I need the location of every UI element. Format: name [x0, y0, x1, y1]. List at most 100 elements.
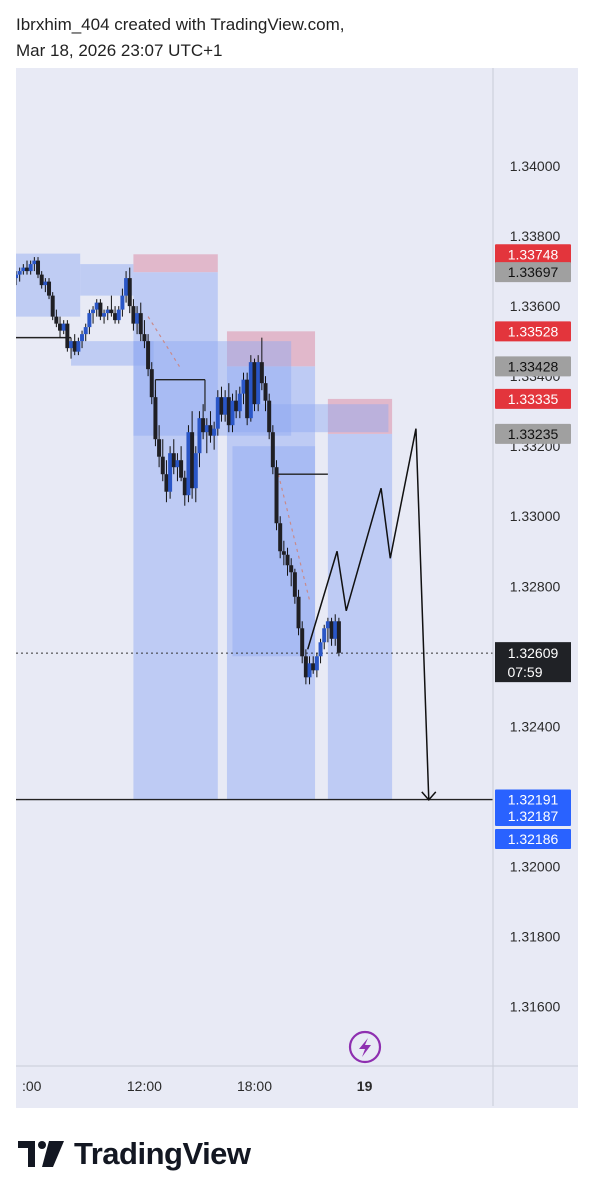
- price-label-7: 1.32187: [508, 808, 559, 824]
- candle-15: [69, 341, 74, 349]
- candle-5: [32, 260, 37, 265]
- price-label-bg-7: [495, 806, 571, 826]
- candle-27: [113, 313, 118, 321]
- dashed-trend-line-1: [277, 474, 311, 601]
- price-label-bg-5: [495, 423, 571, 444]
- candle-23: [98, 302, 103, 317]
- candle-17: [76, 341, 81, 352]
- candle-38: [153, 397, 158, 440]
- candle-72: [278, 523, 283, 552]
- candle-70: [270, 432, 275, 468]
- candle-57: [223, 397, 228, 415]
- author-line: Ibrxhim_404 created with TradingView.com…: [16, 15, 345, 34]
- candle-43: [171, 453, 176, 468]
- y-tick-label: 1.32800: [510, 578, 561, 594]
- price-label-8: 1.32186: [508, 831, 559, 847]
- candle-64: [248, 362, 253, 419]
- y-tick-label: 1.32000: [510, 858, 561, 874]
- current-price-label: 1.32609: [508, 645, 559, 661]
- candle-39: [157, 439, 162, 457]
- candle-78: [300, 628, 305, 657]
- candle-34: [138, 313, 143, 335]
- candle-52: [204, 425, 209, 433]
- candle-8: [43, 281, 48, 286]
- candle-48: [190, 432, 195, 489]
- candle-21: [91, 309, 96, 314]
- candle-65: [252, 362, 257, 405]
- candle-13: [61, 323, 66, 331]
- price-label-1: 1.33697: [508, 264, 559, 280]
- candle-7: [39, 274, 44, 286]
- candle-40: [160, 456, 165, 475]
- candle-30: [124, 278, 129, 296]
- candle-3: [25, 267, 30, 272]
- price-label-bg-8: [495, 829, 571, 849]
- current-price-box: [495, 642, 571, 683]
- candle-14: [65, 323, 70, 349]
- price-label-6: 1.32191: [508, 792, 559, 808]
- candle-83: [318, 642, 323, 657]
- y-tick-label: 1.34000: [510, 158, 561, 174]
- candle-66: [256, 362, 261, 405]
- candle-18: [80, 334, 85, 342]
- price-label-5: 1.33235: [508, 426, 559, 442]
- candle-12: [58, 323, 63, 331]
- chart-header: Ibrxhim_404 created with TradingView.com…: [16, 12, 345, 64]
- zone-rect-4: [226, 404, 389, 433]
- countdown-label: 07:59: [507, 664, 542, 680]
- candle-82: [314, 656, 319, 671]
- lightning-icon-ring: [348, 1030, 382, 1064]
- y-tick-label: 1.33800: [510, 228, 561, 244]
- x-tick-label: 18:00: [237, 1078, 272, 1094]
- candle-2: [21, 267, 26, 272]
- candle-61: [237, 393, 242, 412]
- y-tick-label: 1.31800: [510, 928, 561, 944]
- x-tick-label: 12:00: [127, 1078, 162, 1094]
- zone-rect-5: [232, 446, 316, 657]
- timestamp-line: Mar 18, 2026 23:07 UTC+1: [16, 41, 223, 60]
- candle-28: [116, 309, 121, 321]
- lightning-icon-bolt: [359, 1038, 371, 1057]
- plot-layer: [16, 253, 493, 802]
- x-tick-label: :00: [22, 1078, 42, 1094]
- price-label-bg-2: [495, 321, 571, 342]
- price-label-3: 1.33428: [508, 358, 559, 374]
- price-label-0: 1.33748: [508, 246, 559, 262]
- candle-37: [149, 369, 154, 398]
- candle-79: [303, 656, 308, 678]
- candle-53: [208, 425, 213, 436]
- candle-31: [127, 278, 132, 307]
- price-label-bg-4: [495, 388, 571, 409]
- projection-path: [306, 428, 430, 800]
- candle-77: [296, 596, 301, 629]
- candle-84: [322, 628, 327, 643]
- price-label-4: 1.33335: [508, 391, 559, 407]
- candle-22: [94, 302, 99, 310]
- lightning-icon[interactable]: [348, 1030, 382, 1064]
- candle-56: [219, 397, 224, 415]
- candle-42: [168, 453, 173, 492]
- candle-74: [285, 554, 290, 566]
- stop-zone-0: [133, 254, 218, 273]
- candle-41: [164, 474, 169, 492]
- candle-76: [292, 572, 297, 597]
- projection-arrowhead: [421, 791, 437, 802]
- price-label-bg-1: [495, 262, 571, 283]
- candle-0: [16, 274, 18, 279]
- candle-9: [47, 281, 52, 296]
- candle-24: [102, 313, 107, 317]
- candle-26: [109, 309, 114, 314]
- candle-68: [263, 383, 268, 401]
- stop-zone-1: [226, 331, 316, 367]
- candle-88: [336, 621, 341, 653]
- candle-10: [50, 295, 55, 317]
- candle-4: [28, 264, 33, 272]
- candle-80: [307, 663, 312, 678]
- candle-60: [234, 400, 239, 412]
- candle-73: [281, 551, 286, 555]
- candle-19: [83, 327, 88, 335]
- candle-6: [36, 260, 41, 275]
- candle-75: [289, 565, 294, 573]
- tradingview-logo-icon: [18, 1141, 64, 1167]
